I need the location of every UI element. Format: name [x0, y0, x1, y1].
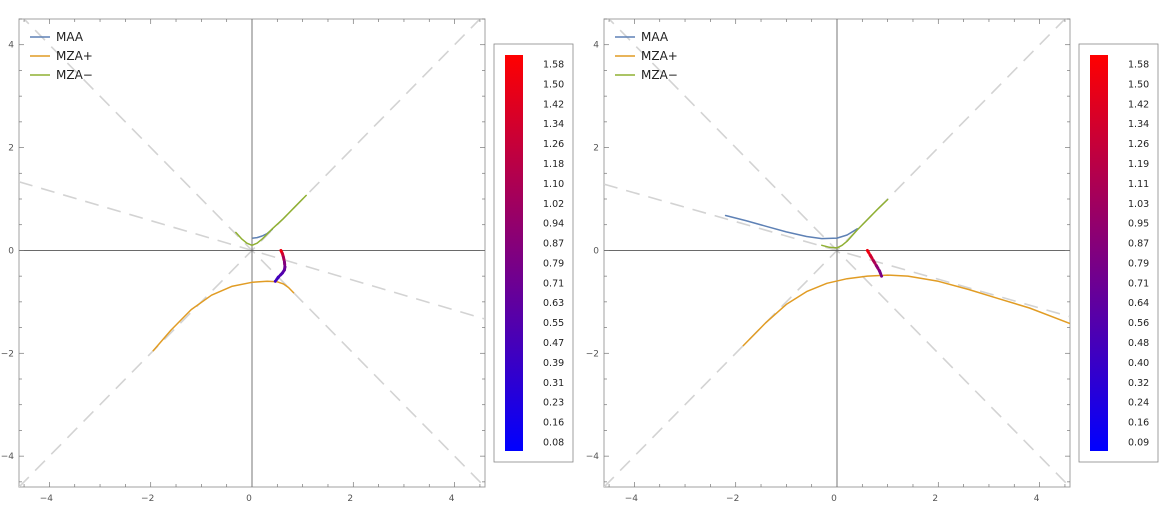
series-line-2 [742, 274, 1070, 347]
colorbar-label: 0.08 [543, 438, 564, 449]
colorbar-label: 0.24 [1128, 398, 1149, 409]
colorbar-label: 1.18 [543, 159, 564, 170]
legend: MAA MZA+ MZA− [30, 30, 93, 82]
colorbar: 1.58 1.50 1.42 1.34 1.26 1.18 1.10 1.02 0.94 0.87… [493, 43, 574, 463]
x-tick-label: −4 [625, 494, 639, 504]
series-line-3 [821, 198, 889, 249]
colorbar-gradient [505, 55, 523, 451]
colorbar-label: 0.71 [1128, 278, 1149, 289]
colorbar-gradient [1090, 55, 1108, 451]
x-tick-label: 0 [831, 494, 837, 504]
series-line-3 [235, 194, 307, 247]
plot-area [604, 19, 1070, 487]
colored-path-segment [878, 269, 884, 278]
y-tick-label: −4 [586, 452, 600, 462]
colorbar-label: 0.32 [1128, 378, 1149, 389]
legend: MAA MZA+ MZA− [615, 30, 678, 82]
colorbar-label: 0.16 [543, 418, 564, 429]
colorbar-label: 0.94 [543, 219, 564, 230]
ticks: −4 −2 0 2 4 −4 −2 0 2 4 [1, 18, 485, 504]
colorbar-label: 0.55 [543, 318, 564, 329]
y-tick-label: −2 [1, 349, 14, 359]
colorbar: 1.58 1.50 1.42 1.34 1.26 1.19 1.11 1.03 0.95 0.87… [1078, 43, 1159, 463]
colorbar-label: 1.11 [1128, 179, 1149, 190]
colorbar-label: 0.56 [1128, 318, 1149, 329]
colorbar-label: 1.42 [543, 99, 564, 110]
x-tick-label: 4 [449, 494, 455, 504]
x-tick-label: 4 [1034, 494, 1040, 504]
x-tick-label: −2 [726, 494, 739, 504]
colorbar-label: 1.26 [543, 139, 564, 150]
chart-panel-1: −4 −2 0 2 4 −4 −2 0 2 4 MAA MZA+ MZA− 1.58 1.50 1.42 1.3… [1, 18, 574, 504]
colorbar-label: 0.23 [543, 398, 564, 409]
legend-label-2: MZA+ [56, 49, 93, 63]
colorbar-label: 1.34 [543, 119, 564, 130]
x-tick-label: 2 [932, 494, 938, 504]
colorbar-label: 1.26 [1128, 139, 1149, 150]
series-line-2 [152, 280, 295, 352]
y-tick-label: 2 [593, 144, 599, 154]
colorbar-label: 1.19 [1128, 159, 1149, 170]
colorbar-label: 1.58 [1128, 60, 1149, 71]
colorbar-label: 0.40 [1128, 358, 1149, 369]
x-tick-label: 0 [246, 494, 252, 504]
y-tick-label: 2 [8, 144, 14, 154]
colorbar-label: 1.58 [543, 60, 564, 71]
colorbar-label: 1.02 [543, 199, 564, 210]
legend-label-3: MZA− [56, 68, 93, 82]
colorbar-label: 0.63 [543, 298, 564, 309]
colorbar-label: 0.16 [1128, 418, 1149, 429]
colorbar-label: 0.48 [1128, 338, 1149, 349]
colorbar-label: 1.50 [543, 79, 564, 90]
x-tick-label: −2 [141, 494, 154, 504]
colored-path-segment [273, 275, 280, 283]
colorbar-label: 1.34 [1128, 119, 1149, 130]
y-tick-label: 4 [593, 41, 599, 51]
legend-label-2: MZA+ [641, 49, 678, 63]
y-tick-label: 4 [8, 41, 14, 51]
colorbar-label: 1.03 [1128, 199, 1149, 210]
colorbar-label: 1.42 [1128, 99, 1149, 110]
y-tick-label: 0 [8, 246, 14, 256]
y-tick-label: −4 [1, 452, 15, 462]
colorbar-label: 0.31 [543, 378, 564, 389]
colorbar-label: 0.71 [543, 278, 564, 289]
series-line-1 [724, 214, 859, 240]
chart-panel-2: −4 −2 0 2 4 −4 −2 0 2 4 MAA MZA+ MZA− 1.58 1.50 1.42 1.3… [586, 18, 1159, 504]
colorbar-label: 0.79 [543, 258, 564, 269]
plot-area [19, 19, 485, 487]
ticks: −4 −2 0 2 4 −4 −2 0 2 4 [586, 18, 1070, 504]
colorbar-label: 0.47 [543, 338, 564, 349]
y-tick-label: −2 [586, 349, 599, 359]
colorbar-label: 0.09 [1128, 438, 1149, 449]
legend-label-1: MAA [641, 30, 669, 44]
colorbar-label: 1.10 [543, 179, 564, 190]
colorbar-label: 0.95 [1128, 219, 1149, 230]
y-tick-label: 0 [593, 246, 599, 256]
colorbar-label: 0.64 [1128, 298, 1149, 309]
colorbar-label: 0.87 [1128, 239, 1149, 250]
legend-label-1: MAA [56, 30, 84, 44]
x-tick-label: −4 [40, 494, 54, 504]
colorbar-label: 0.39 [543, 358, 564, 369]
x-tick-label: 2 [347, 494, 353, 504]
legend-label-3: MZA− [641, 68, 678, 82]
colorbar-label: 0.87 [543, 239, 564, 250]
colorbar-label: 1.50 [1128, 79, 1149, 90]
colorbar-label: 0.79 [1128, 258, 1149, 269]
